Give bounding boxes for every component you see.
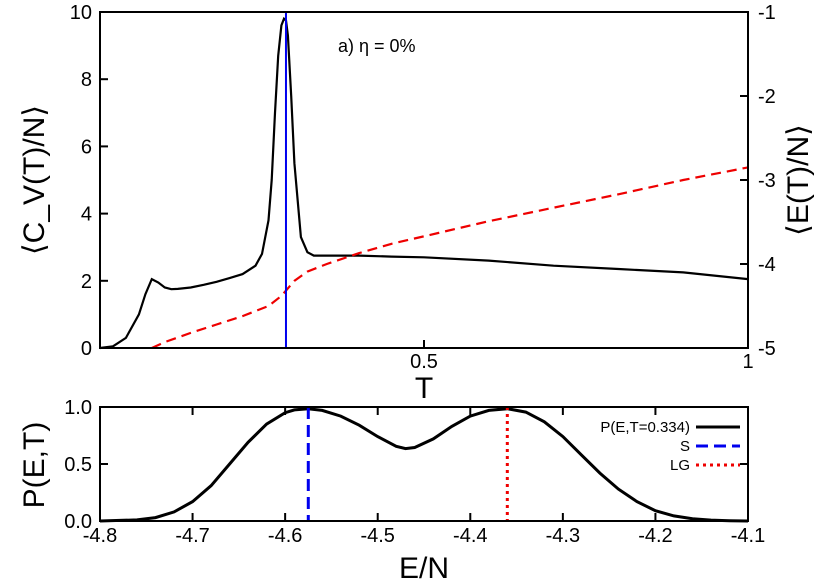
top-right-ytick-label: -1 (758, 2, 776, 24)
top-left-ytick-label: 10 (70, 2, 92, 24)
top-plot-frame (99, 11, 749, 349)
bottom-ticks-layer: 0.0 0.5 1.0 -4.8 -4.7 -4.6 -4.5 -4.4 -4.3 -4.2 -4.… (64, 397, 765, 547)
legend: P(E,T=0.334) S LG (600, 419, 740, 474)
bottom-xtick-label: -4.5 (360, 525, 394, 547)
top-xtick-label: 1 (742, 351, 753, 373)
top-series-layer (99, 12, 749, 350)
top-annotation: a) η = 0% (338, 36, 416, 56)
top-ticks-layer: 0 2 4 6 8 10 -5 -4 -3 -2 -1 0.5 1 (70, 2, 776, 373)
top-right-ytick-label: -3 (758, 170, 776, 192)
top-left-ytick-label: 0 (81, 338, 92, 360)
top-xtick-label: 0.5 (410, 351, 438, 373)
top-left-ytick-label: 8 (81, 69, 92, 91)
bottom-xtick-label: -4.4 (453, 525, 487, 547)
top-left-ytick-label: 2 (81, 271, 92, 293)
legend-label-lg: LG (670, 457, 690, 474)
top-right-ylabel: ⟨E(T)/N⟩ (782, 124, 815, 236)
bottom-ylabel: P(E,T) (18, 422, 51, 509)
bottom-series-layer (99, 407, 749, 523)
top-series-line-0 (99, 16, 749, 350)
bottom-xtick-label: -4.2 (638, 525, 672, 547)
top-panel: 0 2 4 6 8 10 -5 -4 -3 -2 -1 0.5 1 a) η = 0% T ⟨C_V(T… (18, 2, 815, 405)
top-right-ytick-label: -5 (758, 338, 776, 360)
top-right-ytick-label: -4 (758, 254, 776, 276)
bottom-xtick-label: -4.3 (546, 525, 580, 547)
bottom-panel: 0.0 0.5 1.0 -4.8 -4.7 -4.6 -4.5 -4.4 -4.3 -4.2 -4.… (18, 397, 765, 581)
bottom-xtick-label: -4.6 (268, 525, 302, 547)
bottom-ytick-label: 0.0 (64, 511, 92, 533)
bottom-series-line-0 (99, 407, 749, 523)
bottom-xtick-label: -4.7 (175, 525, 209, 547)
bottom-xtick-label: -4.8 (83, 525, 117, 547)
top-series-line-1 (151, 166, 749, 350)
legend-label-s: S (680, 438, 690, 455)
top-left-ytick-label: 4 (81, 204, 92, 226)
bottom-xlabel: E/N (399, 552, 449, 581)
bottom-ytick-label: 1.0 (64, 397, 92, 419)
top-left-ylabel: ⟨C_V(T)/N⟩ (18, 105, 51, 255)
top-right-ytick-label: -2 (758, 86, 776, 108)
bottom-ytick-label: 0.5 (64, 454, 92, 476)
bottom-xtick-label: -4.1 (731, 525, 765, 547)
top-xlabel: T (415, 372, 433, 405)
top-left-ytick-label: 6 (81, 136, 92, 158)
legend-label-pet: P(E,T=0.334) (600, 419, 690, 436)
